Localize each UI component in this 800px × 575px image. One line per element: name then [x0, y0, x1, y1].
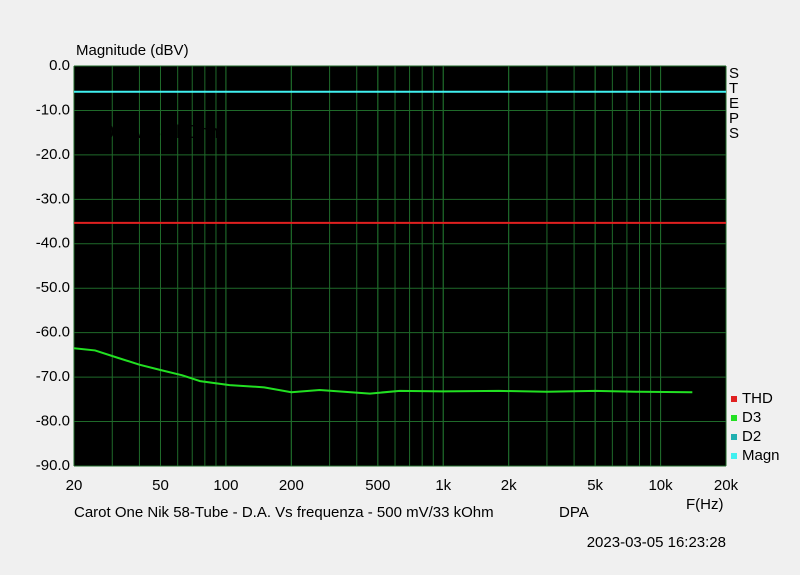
y-tick-label: -90.0	[36, 457, 70, 474]
y-tick-label: -60.0	[36, 324, 70, 341]
y-tick-label: -20.0	[36, 146, 70, 163]
legend-label: D3	[742, 409, 761, 426]
legend-label: D2	[742, 428, 761, 445]
legend-label: THD	[742, 390, 773, 407]
y-tick-label: -30.0	[36, 190, 70, 207]
x-tick-label: 20	[66, 477, 83, 494]
annotation: 500 mV	[84, 122, 146, 142]
x-tick-label: 1k	[435, 477, 451, 494]
legend-swatch	[731, 415, 737, 421]
y-tick-label: -40.0	[36, 235, 70, 252]
timestamp: 2023-03-05 16:23:28	[587, 534, 726, 551]
x-tick-label: 5k	[587, 477, 603, 494]
y-tick-label: -70.0	[36, 368, 70, 385]
x-tick-label: 50	[152, 477, 169, 494]
y-tick-label: -10.0	[36, 101, 70, 118]
x-tick-label: 100	[213, 477, 238, 494]
x-tick-label: 20k	[714, 477, 739, 494]
x-tick-label: 500	[365, 477, 390, 494]
side-label: STEPS	[729, 65, 740, 142]
chart-title: Carot One Nik 58-Tube - D.A. Vs frequenz…	[74, 504, 494, 521]
x-tick-label: 200	[279, 477, 304, 494]
y-tick-label: 0.0	[49, 57, 70, 74]
annotation: 33 kOhm	[151, 122, 224, 142]
y-axis-title: Magnitude (dBV)	[76, 42, 189, 59]
x-tick-label: 10k	[648, 477, 673, 494]
legend-swatch	[731, 396, 737, 402]
y-tick-label: -50.0	[36, 279, 70, 296]
plot-area	[74, 66, 726, 466]
tag: DPA	[559, 504, 589, 521]
legend-swatch	[731, 434, 737, 440]
y-tick-label: -80.0	[36, 413, 70, 430]
x-axis-title: F(Hz)	[686, 496, 724, 513]
series-line	[73, 347, 693, 395]
legend-swatch	[731, 453, 737, 459]
x-tick-label: 2k	[501, 477, 517, 494]
legend-label: Magn	[742, 447, 780, 464]
